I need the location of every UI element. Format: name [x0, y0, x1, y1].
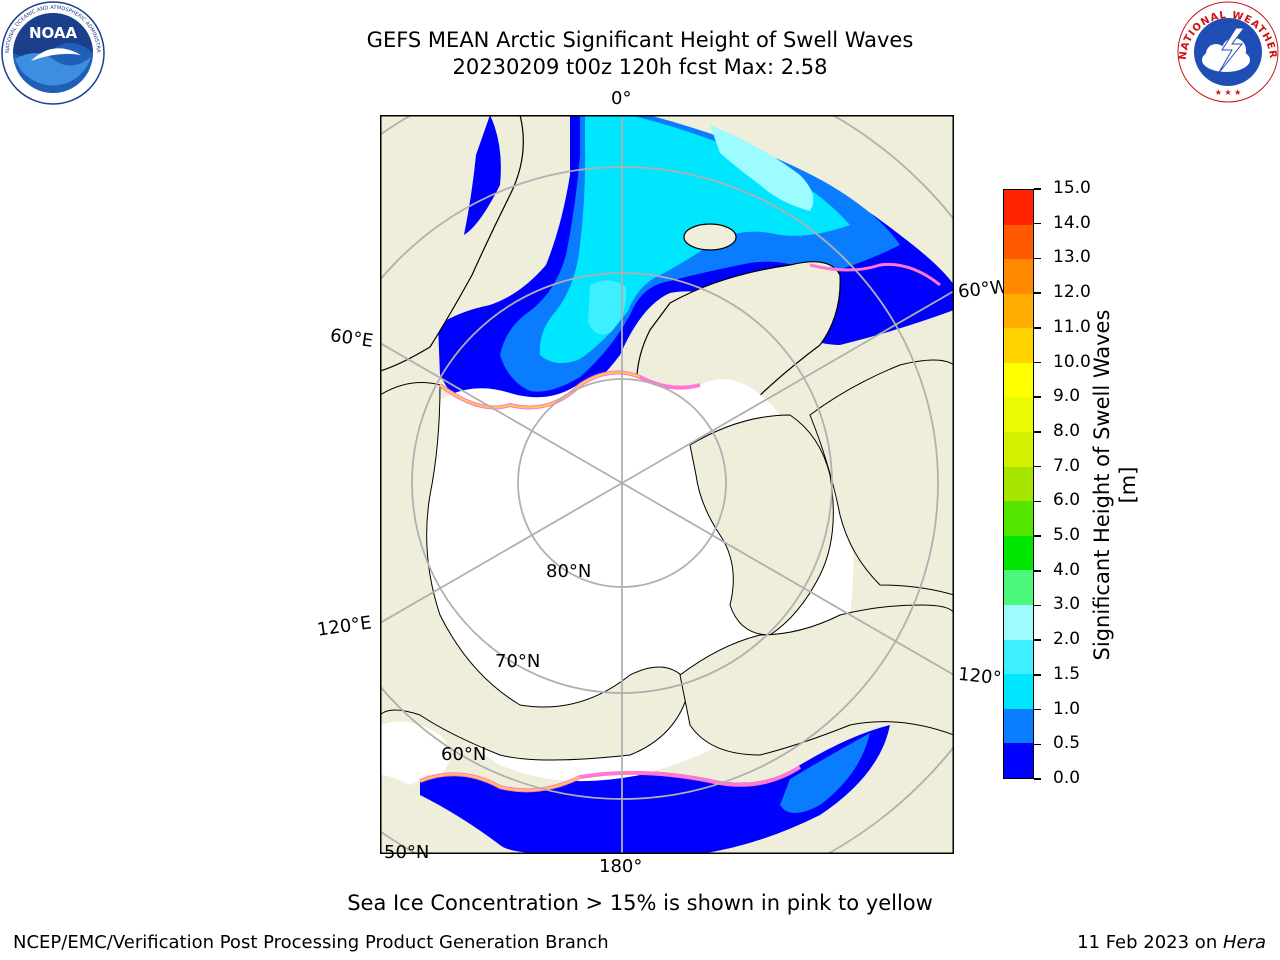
graticule — [380, 115, 954, 854]
colorbar-tick-mark — [1034, 570, 1041, 572]
colorbar-tick-label: 9.0 — [1053, 386, 1081, 407]
lon-label-120e: 120°E — [315, 612, 373, 641]
svg-text:★ ★ ★: ★ ★ ★ — [1215, 88, 1242, 97]
noaa-logo: NOAA NATIONAL OCEANIC AND ATMOSPHERIC AD… — [1, 1, 105, 105]
iceland — [683, 223, 737, 251]
colorbar-segment — [1004, 432, 1033, 467]
lon-label-60w: 60°W — [957, 276, 1009, 303]
colorbar-tick-mark — [1034, 535, 1041, 537]
lat-label-50n: 50°N — [384, 842, 430, 863]
polar-map — [380, 115, 954, 854]
map-frame — [380, 115, 954, 854]
colorbar-tick-label: 14.0 — [1053, 212, 1091, 233]
colorbar-segment — [1004, 535, 1033, 571]
colorbar-tick-label: 4.0 — [1053, 559, 1081, 580]
colorbar-tick-label: 10.0 — [1053, 351, 1091, 372]
lat-label-80n: 80°N — [546, 561, 592, 582]
colorbar-tick-label: 15.0 — [1053, 178, 1091, 198]
colorbar-tick-mark — [1034, 465, 1041, 468]
colorbar-label: Significant Height of Swell Waves [m] — [1090, 309, 1140, 661]
colorbar-tick-mark — [1034, 743, 1041, 746]
lon-label-180: 180° — [599, 856, 643, 877]
lat-label-60n: 60°N — [441, 744, 487, 765]
swell-band-2m — [710, 125, 814, 211]
sea-ice-note: Sea Ice Concentration > 15% is shown in … — [347, 891, 933, 915]
colorbar-tick-mark — [1034, 292, 1041, 294]
colorbar-segment — [1004, 501, 1033, 536]
colorbar-segment — [1004, 605, 1033, 640]
colorbar-tick-mark — [1034, 639, 1041, 641]
colorbar-tick-mark — [1034, 361, 1041, 364]
colorbar-segment — [1004, 570, 1033, 606]
nws-logo: NATIONAL WEATHER SERVICE ★ ★ ★ — [1176, 0, 1279, 103]
colorbar-tick-mark — [1034, 396, 1041, 398]
colorbar-tick-label: 0.5 — [1053, 733, 1081, 754]
colorbar-tick-label: 11.0 — [1053, 316, 1091, 337]
swell-region-pacific — [420, 725, 890, 854]
colorbar-tick-label: 12.0 — [1053, 282, 1091, 303]
chart-title: GEFS MEAN Arctic Significant Height of S… — [366, 28, 914, 52]
colorbar-segment — [1004, 259, 1033, 294]
colorbar-tick-mark — [1034, 604, 1041, 607]
colorbar-tick-mark — [1034, 257, 1041, 260]
colorbar-segment — [1004, 293, 1033, 329]
colorbar-segment — [1004, 397, 1033, 433]
footer-date: 11 Feb 2023 on Hera — [1077, 932, 1266, 953]
colorbar-segment — [1004, 328, 1033, 363]
colorbar-tick-label: 5.0 — [1053, 525, 1081, 546]
colorbar-segment — [1004, 466, 1033, 502]
colorbar-segment — [1004, 708, 1033, 744]
colorbar — [1003, 189, 1034, 779]
colorbar-tick-mark — [1034, 674, 1041, 676]
colorbar-tick-mark — [1034, 222, 1041, 225]
footer-host: Hera — [1222, 932, 1266, 953]
footer-date-text: 11 Feb 2023 on — [1077, 932, 1223, 953]
meridian-60w — [621, 290, 954, 484]
colorbar-tick-mark — [1034, 431, 1041, 433]
colorbar-segment — [1004, 674, 1033, 709]
colorbar-segment — [1004, 189, 1033, 225]
noaa-logo-text: NOAA — [29, 24, 78, 42]
colorbar-tick-label: 1.5 — [1053, 663, 1081, 684]
lat-label-70n: 70°N — [495, 651, 541, 672]
colorbar-tick-label: 7.0 — [1053, 455, 1081, 476]
colorbar-segment — [1004, 639, 1033, 675]
colorbar-segment — [1004, 224, 1033, 260]
colorbar-segment — [1004, 362, 1033, 398]
footer-credit: NCEP/EMC/Verification Post Processing Pr… — [13, 932, 609, 953]
siberia — [380, 382, 691, 761]
meridian-120w — [621, 482, 954, 676]
colorbar-tick-label: 8.0 — [1053, 420, 1081, 441]
colorbar-tick-mark — [1034, 327, 1041, 329]
lon-label-0: 0° — [611, 88, 632, 109]
lon-label-60e: 60°E — [328, 325, 375, 352]
colorbar-tick-mark — [1034, 778, 1041, 780]
meridian-120e — [380, 482, 623, 624]
colorbar-tick-mark — [1034, 188, 1041, 190]
colorbar-tick-mark — [1034, 708, 1041, 711]
colorbar-tick-mark — [1034, 500, 1041, 503]
chart-subtitle: 20230209 t00z 120h fcst Max: 2.58 — [452, 55, 828, 79]
colorbar-tick-label: 6.0 — [1053, 490, 1081, 511]
colorbar-tick-label: 3.0 — [1053, 594, 1081, 615]
north-america — [809, 359, 954, 596]
meridian-60e — [380, 342, 623, 484]
colorbar-tick-label: 13.0 — [1053, 247, 1091, 268]
colorbar-tick-label: 1.0 — [1053, 698, 1081, 719]
colorbar-segment — [1004, 743, 1033, 778]
colorbar-tick-label: 0.0 — [1053, 768, 1081, 788]
alaska — [679, 604, 954, 756]
colorbar-tick-label: 2.0 — [1053, 629, 1081, 650]
